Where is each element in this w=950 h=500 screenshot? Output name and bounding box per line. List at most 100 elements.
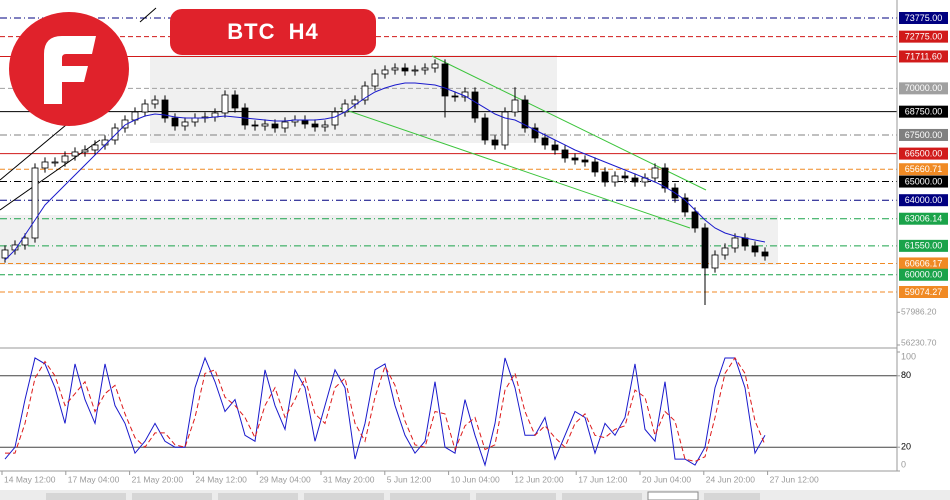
level-label: 71711.60: [905, 51, 942, 61]
candle-body: [271, 123, 279, 129]
level-label: 66500.00: [905, 148, 943, 158]
candle-body: [391, 67, 399, 71]
candle-body: [231, 94, 239, 109]
level-label: 60606.17: [905, 258, 943, 268]
level-label-box: [899, 50, 948, 63]
candle-body: [141, 103, 149, 113]
zone: [150, 55, 557, 143]
level-label: 65660.71: [905, 164, 943, 174]
candle-body: [181, 121, 189, 127]
brand-logo: [9, 12, 129, 126]
tab[interactable]: [132, 493, 212, 500]
candle-body: [351, 99, 359, 105]
candle-body: [451, 95, 459, 98]
level-label: 70000.00: [905, 83, 943, 93]
candle-body: [481, 117, 489, 141]
candle-body: [741, 237, 749, 247]
channel-line: [339, 107, 691, 229]
tab[interactable]: [704, 493, 760, 500]
level-label-box: [899, 268, 948, 281]
level-label: 60000.00: [905, 270, 943, 280]
level-label-box: [899, 128, 948, 141]
level-label-box: [899, 257, 948, 270]
stochastic-panel: [0, 356, 897, 467]
stoch-tick-label: 0: [901, 459, 906, 469]
tab[interactable]: [46, 493, 126, 500]
axis-labels: 57986.20 56230.70 73775.00 72775.00 71711.60…: [1, 12, 948, 484]
level-label-box: [899, 212, 948, 225]
level-label: 73775.00: [905, 13, 943, 23]
moving-average: [4, 82, 766, 261]
candle-body: [441, 63, 449, 97]
candle-body: [661, 167, 669, 189]
candle-body: [511, 99, 519, 113]
x-tick-label: 27 Jun 12:00: [770, 474, 819, 484]
candle-body: [301, 119, 309, 125]
candle-body: [711, 254, 719, 269]
x-tick-label: 12 Jun 20:00: [514, 474, 563, 484]
x-tick-label: 24 Jun 20:00: [706, 474, 755, 484]
price-axis-bg: [897, 0, 950, 471]
candle-body: [381, 69, 389, 75]
tab-active[interactable]: [647, 491, 699, 500]
candle-body: [651, 167, 659, 179]
level-label-box: [899, 194, 948, 207]
tab[interactable]: [562, 493, 642, 500]
candle-body: [81, 149, 89, 153]
stoch-tick-label: 100: [901, 351, 916, 361]
tab[interactable]: [476, 493, 556, 500]
tab[interactable]: [390, 493, 470, 500]
tab[interactable]: [218, 493, 298, 500]
candle-body: [151, 99, 159, 105]
candles: [1, 59, 769, 305]
candle-body: [521, 99, 529, 129]
level-label: 64000.00: [905, 195, 943, 205]
candle-body: [331, 111, 339, 126]
levels: [0, 17, 897, 293]
candle-body: [531, 127, 539, 139]
x-tick-label: 24 May 12:00: [195, 474, 247, 484]
candle-body: [221, 94, 229, 114]
level-label: 65000.00: [905, 176, 943, 186]
candle-body: [51, 161, 59, 164]
level-label-box: [899, 147, 948, 160]
candle-body: [41, 161, 49, 169]
candle-body: [571, 157, 579, 161]
x-tick-label: 17 May 04:00: [68, 474, 120, 484]
candle-body: [721, 247, 729, 256]
stoch-line: [4, 356, 766, 467]
level-label: 67500.00: [905, 130, 943, 140]
x-tick-label: 20 Jun 04:00: [642, 474, 691, 484]
level-label: 61550.00: [905, 241, 943, 251]
candle-body: [471, 91, 479, 119]
level-label-box: [899, 30, 948, 43]
tab[interactable]: [304, 493, 384, 500]
candle-body: [501, 111, 509, 146]
candle-body: [681, 197, 689, 213]
candle-body: [371, 73, 379, 87]
candle-body: [281, 121, 289, 129]
tab-strip: [0, 490, 950, 500]
x-tick-label: 29 May 04:00: [259, 474, 311, 484]
stoch-tick-label: 80: [901, 370, 911, 380]
level-label: 59074.27: [905, 287, 943, 297]
stoch-line: [5, 357, 766, 463]
channel-line: [431, 55, 707, 191]
candle-body: [321, 124, 329, 128]
candle-body: [241, 107, 249, 126]
candle-body: [311, 123, 319, 128]
level-label: 63006.14: [905, 214, 943, 224]
candle-body: [71, 151, 79, 157]
candle-body: [621, 175, 629, 179]
candle-body: [171, 117, 179, 127]
zone: [0, 215, 778, 265]
candle-body: [161, 99, 169, 119]
level-label-box: [899, 239, 948, 252]
symbol-badge: BTC H4: [170, 9, 376, 55]
level-label-box: [899, 105, 948, 118]
candle-body: [421, 67, 429, 71]
candle-body: [251, 124, 259, 127]
level-label-box: [899, 82, 948, 95]
candle-body: [541, 137, 549, 146]
